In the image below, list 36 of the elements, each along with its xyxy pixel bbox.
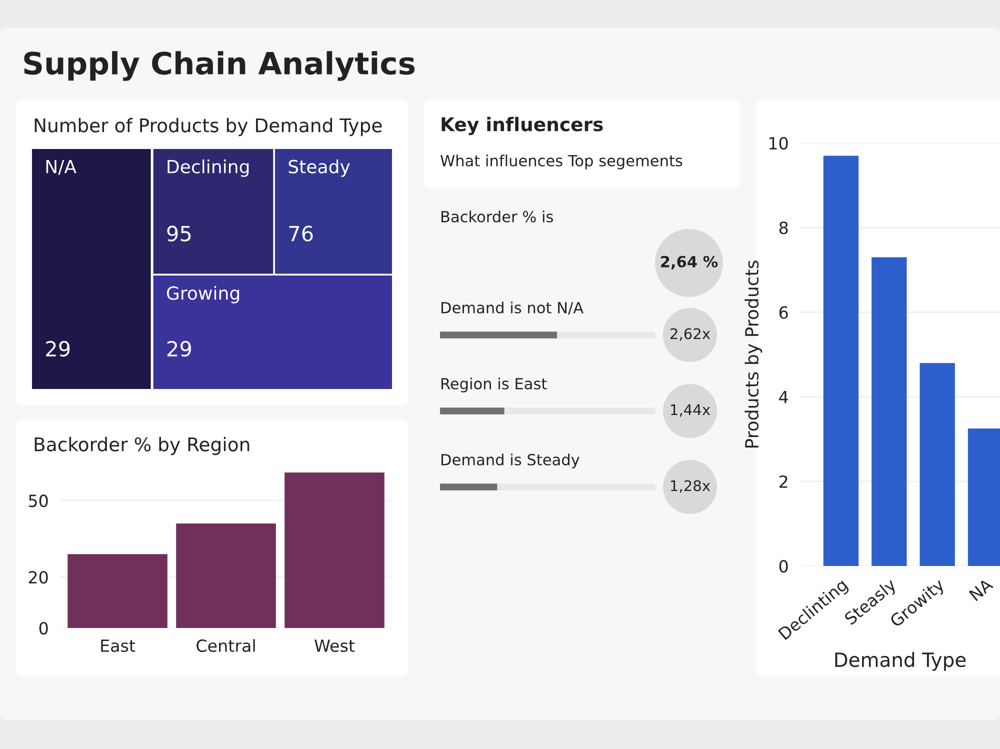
- y-tick-label: 20: [28, 570, 48, 584]
- y-tick-label: 2: [780, 475, 788, 488]
- chart-title: Backorder % by Region: [34, 436, 250, 456]
- y-tick-label: Region is East: [442, 378, 547, 392]
- data-label: 2,62x: [670, 328, 710, 341]
- data-label: 95: [167, 226, 191, 242]
- category-label: Steady: [288, 159, 350, 177]
- y-axis-title: Products by Products: [744, 260, 762, 448]
- x-tick-label: NA: [968, 578, 994, 602]
- y-tick-label: 8: [779, 222, 788, 234]
- data-label: 1,44x: [671, 404, 710, 417]
- text: Backorder % is: [442, 210, 553, 222]
- y-tick-label: 6: [779, 306, 788, 319]
- text: Supply Chain Analytics: [24, 51, 415, 81]
- data-label: 29: [46, 340, 70, 357]
- text: 2,64 %: [661, 256, 718, 270]
- category-label: N/A: [46, 160, 76, 175]
- chart-title: Key influencers: [442, 116, 603, 136]
- x-tick-label: Central: [196, 639, 255, 652]
- text: Number of Products by Demand Type: [34, 118, 382, 136]
- y-tick-label: 50: [28, 494, 48, 508]
- x-axis-title: Demand Type: [835, 652, 966, 671]
- data-label: 29: [167, 340, 191, 357]
- y-tick-label: Demand is Steady: [442, 454, 580, 468]
- data-label: 76: [289, 226, 313, 242]
- chart-subtitle: What influences Top segements: [440, 154, 682, 170]
- category-label: Declining: [168, 159, 249, 177]
- x-tick-label: East: [101, 640, 136, 652]
- data-label: 1,28x: [671, 480, 710, 493]
- x-tick-label: West: [314, 640, 355, 652]
- category-label: Growing: [166, 286, 240, 304]
- y-tick-label: Demand is not N/A: [442, 302, 584, 315]
- y-tick-label: 4: [779, 390, 788, 404]
- y-tick-label: 0: [779, 560, 788, 573]
- y-tick-label: 10: [770, 136, 788, 150]
- y-tick-label: 0: [39, 622, 48, 635]
